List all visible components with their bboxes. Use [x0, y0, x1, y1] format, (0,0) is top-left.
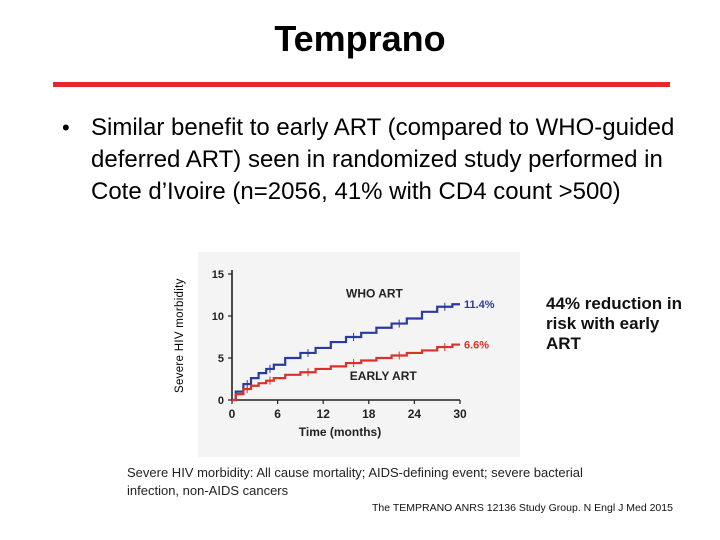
- x-tick-label: 12: [317, 407, 331, 421]
- y-tick-label: 15: [212, 269, 224, 281]
- morbidity-footnote: Severe HIV morbidity: All cause mortalit…: [127, 465, 583, 498]
- x-axis-label: Time (months): [299, 425, 381, 439]
- x-tick-label: 0: [229, 407, 236, 421]
- bullet-marker: •: [62, 115, 70, 140]
- series-name-who-art: WHO ART: [346, 287, 404, 301]
- y-tick-label: 10: [212, 311, 224, 323]
- chart-background: [198, 252, 520, 457]
- slide-title: Temprano: [274, 18, 446, 59]
- risk-reduction-callout: 44% reduction in risk with early ART: [546, 294, 683, 353]
- title-underline: [53, 82, 670, 87]
- series-line-early-art: [232, 343, 460, 402]
- y-tick-label: 0: [218, 395, 224, 407]
- series-name-early-art: EARLY ART: [350, 369, 418, 383]
- series-end-label: 11.4%: [464, 299, 495, 311]
- x-tick-label: 30: [453, 407, 467, 421]
- series-line-who-art: [232, 303, 460, 402]
- x-tick-label: 6: [274, 407, 281, 421]
- x-tick-label: 18: [362, 407, 376, 421]
- chart-svg: 0 5 10 15 0 6 12 18 24 30 Time (months) 11.4% 6.6% W…: [198, 252, 520, 457]
- x-tick-label: 24: [408, 407, 422, 421]
- series-end-label: 6.6%: [464, 340, 489, 352]
- kaplan-meier-chart: 0 5 10 15 0 6 12 18 24 30 Time (months) 11.4% 6.6% W…: [198, 252, 520, 457]
- citation: The TEMPRANO ANRS 12136 Study Group. N E…: [372, 502, 673, 514]
- bullet-text: Similar benefit to early ART (compared t…: [91, 114, 675, 205]
- chart-y-axis-label: Severe HIV morbidity: [174, 278, 186, 393]
- y-tick-label: 5: [218, 353, 224, 365]
